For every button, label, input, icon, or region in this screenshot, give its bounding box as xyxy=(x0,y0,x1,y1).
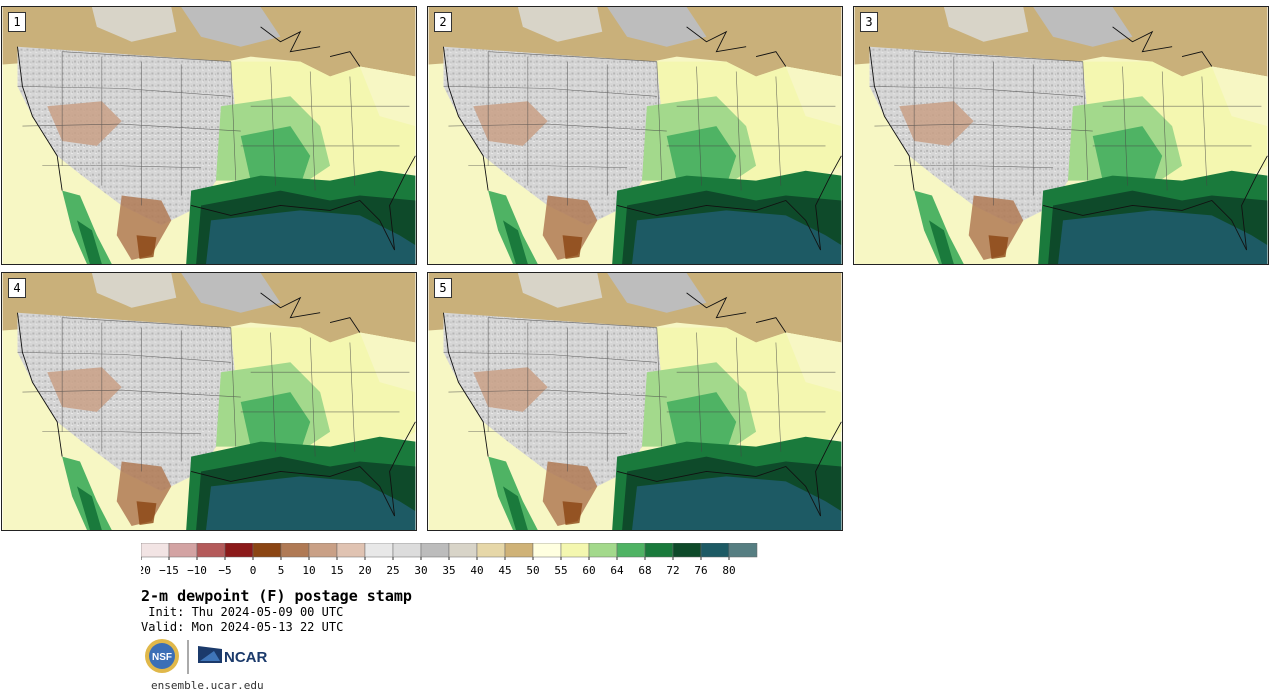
colorbar-swatch xyxy=(532,543,562,558)
nsf-logo: NSF xyxy=(145,639,179,673)
init-time: Init: Thu 2024-05-09 00 UTC xyxy=(141,605,344,619)
panel-number: 4 xyxy=(8,278,26,298)
map-image xyxy=(2,7,416,264)
colorbar-tick-label: 30 xyxy=(414,564,427,577)
map-panel-3[interactable]: 3 xyxy=(853,6,1269,265)
colorbar-swatch xyxy=(672,543,702,558)
colorbar-swatch xyxy=(476,543,506,558)
colorbar: −20 −15 −10 −5 0 5 10 15 20 25 30 35 40 45 50 55 60 64 68 7… xyxy=(141,543,758,577)
map-image xyxy=(2,273,416,530)
map-panel-5[interactable]: 5 xyxy=(427,272,843,531)
map-image xyxy=(428,273,842,530)
colorbar-tick-label: 55 xyxy=(554,564,567,577)
colorbar-tick-label: −20 xyxy=(141,564,151,577)
colorbar-tick-label: 72 xyxy=(666,564,679,577)
logos: NSF NCAR xyxy=(145,639,267,674)
colorbar-tick-label: 35 xyxy=(442,564,455,577)
panel-number: 5 xyxy=(434,278,452,298)
colorbar-swatch xyxy=(448,543,478,558)
nsf-logo-text: NSF xyxy=(152,652,172,663)
ncar-logo: NCAR xyxy=(198,646,267,666)
colorbar-swatch xyxy=(280,543,310,558)
colorbar-swatch xyxy=(504,543,534,558)
colorbar-tick-label: 25 xyxy=(386,564,399,577)
page-title: 2-m dewpoint (F) postage stamp xyxy=(141,587,412,605)
map-panel-2[interactable]: 2 xyxy=(427,6,843,265)
colorbar-tick-label: 45 xyxy=(498,564,511,577)
colorbar-swatch xyxy=(700,543,730,558)
colorbar-tick-label: −15 xyxy=(159,564,179,577)
colorbar-swatch xyxy=(644,543,674,558)
map-image xyxy=(428,7,842,264)
colorbar-tick-label: 80 xyxy=(722,564,735,577)
colorbar-tick-label: 40 xyxy=(470,564,483,577)
colorbar-tick-label: −5 xyxy=(218,564,231,577)
colorbar-tick-label: 60 xyxy=(582,564,595,577)
colorbar-swatch xyxy=(196,543,226,558)
colorbar-swatch xyxy=(392,543,422,558)
colorbar-swatch xyxy=(336,543,366,558)
map-panel-4[interactable]: 4 xyxy=(1,272,417,531)
colorbar-tick-label: 50 xyxy=(526,564,539,577)
colorbar-tick-label: −10 xyxy=(187,564,207,577)
colorbar-swatch xyxy=(728,543,758,558)
colorbar-tick-label: 5 xyxy=(278,564,285,577)
colorbar-swatch xyxy=(588,543,618,558)
colorbar-swatch xyxy=(141,543,170,558)
colorbar-tick-label: 10 xyxy=(302,564,315,577)
colorbar-swatch xyxy=(616,543,646,558)
colorbar-swatch xyxy=(364,543,394,558)
panel-number: 2 xyxy=(434,12,452,32)
colorbar-tick-label: 64 xyxy=(610,564,624,577)
colorbar-swatch xyxy=(168,543,198,558)
website-url: ensemble.ucar.edu xyxy=(151,679,264,692)
colorbar-swatch xyxy=(308,543,338,558)
valid-time: Valid: Mon 2024-05-13 22 UTC xyxy=(141,620,344,634)
map-panel-1[interactable]: 1 xyxy=(1,6,417,265)
colorbar-tick-label: 76 xyxy=(694,564,707,577)
colorbar-swatch xyxy=(420,543,450,558)
colorbar-tick-label: 68 xyxy=(638,564,651,577)
colorbar-tick-label: 20 xyxy=(358,564,371,577)
ncar-logo-text: NCAR xyxy=(224,649,267,666)
colorbar-swatch xyxy=(252,543,282,558)
panel-number: 1 xyxy=(8,12,26,32)
map-image xyxy=(854,7,1268,264)
panel-number: 3 xyxy=(860,12,878,32)
colorbar-swatch xyxy=(224,543,254,558)
colorbar-tick-label: 0 xyxy=(250,564,257,577)
colorbar-swatch xyxy=(560,543,590,558)
colorbar-tick-label: 15 xyxy=(330,564,343,577)
